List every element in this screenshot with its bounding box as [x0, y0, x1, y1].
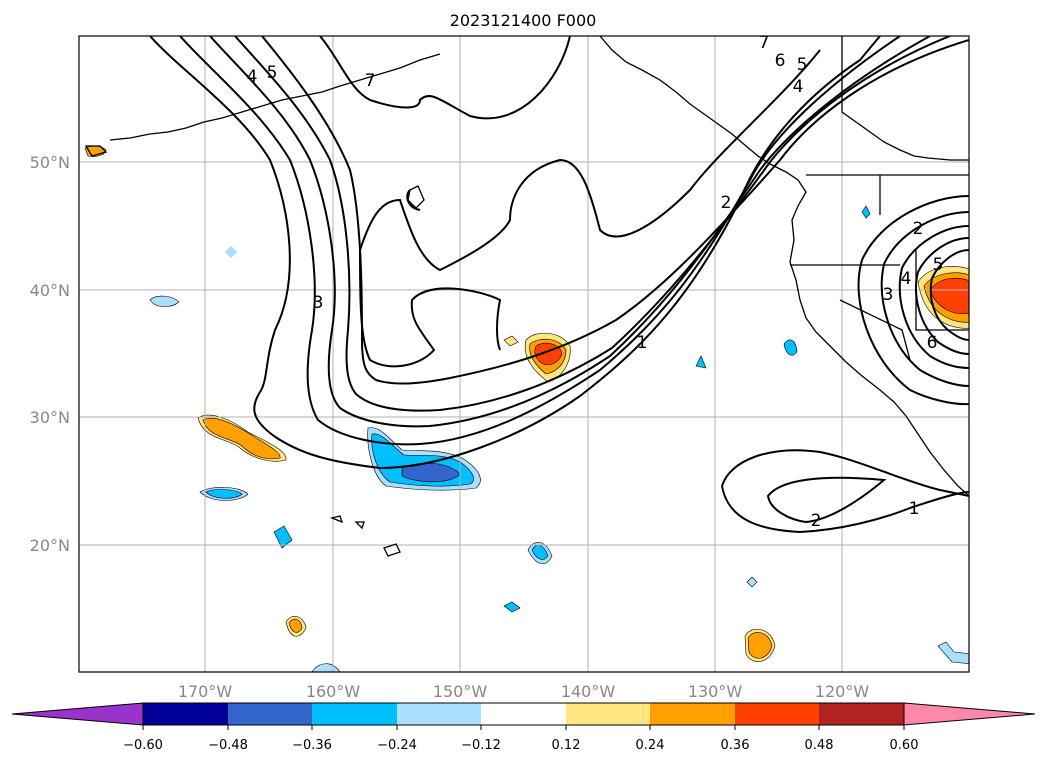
contour-label: 2	[913, 219, 924, 239]
negative-anomaly	[531, 544, 549, 560]
colorbar-label: 0.48	[805, 738, 834, 753]
lon-tick-label: 150°W	[433, 682, 488, 701]
anomaly-patches	[84, 145, 969, 672]
contour-label: 5	[267, 63, 278, 83]
negative-anomaly	[861, 205, 871, 219]
positive-anomaly	[288, 618, 303, 633]
contour-label: 7	[759, 33, 770, 53]
colorbar-label: −0.48	[208, 738, 248, 753]
negative-anomaly	[149, 295, 180, 307]
colorbar-segment	[143, 703, 228, 725]
contour-label: 1	[909, 499, 920, 519]
colorbar-extend-max	[903, 702, 1036, 726]
contour-label: 4	[901, 269, 912, 289]
colorbar-label: −0.24	[377, 738, 417, 753]
negative-anomaly	[746, 576, 758, 588]
positive-anomaly	[202, 417, 281, 460]
negative-anomaly	[205, 489, 243, 499]
colorbar-segment	[819, 703, 904, 725]
lon-tick-label: 130°W	[688, 682, 743, 701]
map-frame	[78, 35, 970, 673]
colorbar-segment	[481, 703, 566, 725]
negative-anomaly	[225, 246, 237, 258]
contour-label: 2	[721, 193, 732, 213]
negative-anomaly	[937, 641, 969, 665]
graticule	[79, 36, 969, 672]
colorbar-extend-min	[11, 702, 144, 726]
colorbar-segment	[566, 703, 650, 725]
contour-lines	[149, 36, 969, 534]
contour-label: 3	[313, 293, 324, 313]
colorbar-label: −0.60	[123, 738, 163, 753]
negative-anomaly	[503, 601, 521, 613]
colorbar-label: −0.12	[461, 738, 501, 753]
colorbar-segment	[650, 703, 735, 725]
lon-tick-label: 170°W	[178, 682, 233, 701]
contour-label: 5	[797, 55, 808, 75]
negative-anomaly	[695, 355, 707, 369]
colorbar-segment	[735, 703, 819, 725]
lon-tick-label: 140°W	[561, 682, 616, 701]
colorbar-segment	[312, 703, 397, 725]
positive-anomaly	[503, 335, 519, 347]
colorbar-label: −0.36	[292, 738, 332, 753]
lat-tick-label: 40°N	[30, 281, 70, 300]
colorbar-label: 0.12	[552, 738, 581, 753]
lat-tick-label: 20°N	[30, 536, 70, 555]
contour-label: 2	[811, 511, 822, 531]
contour-labels: 4 5 7 3 7 6 5 4 2 1 2 1 2 3 4 5 6	[247, 33, 944, 531]
contour-label: 7	[365, 71, 376, 91]
colorbar-label: 0.24	[636, 738, 665, 753]
colorbar-segment	[397, 703, 481, 725]
lat-tick-labels: 50°N 40°N 30°N 20°N	[30, 153, 70, 555]
lon-tick-label: 160°W	[306, 682, 361, 701]
negative-anomaly	[273, 525, 293, 549]
contour-label: 6	[927, 333, 938, 353]
lat-tick-label: 50°N	[30, 153, 70, 172]
colorbar-label: 0.60	[890, 738, 919, 753]
lat-tick-label: 30°N	[30, 408, 70, 427]
colorbar: −0.60 −0.48 −0.36 −0.24 −0.12 0.12 0.24 …	[11, 702, 1036, 753]
contour-label: 5	[933, 255, 944, 275]
contour-label: 4	[793, 77, 804, 97]
coastlines	[84, 36, 969, 557]
contour-label: 3	[883, 285, 894, 305]
colorbar-segment	[228, 703, 312, 725]
positive-anomaly	[929, 277, 969, 314]
contour-label: 4	[247, 67, 258, 87]
map-area: 4 5 7 3 7 6 5 4 2 1 2 1 2 3 4 5 6	[79, 33, 969, 672]
colorbar-label: 0.36	[721, 738, 750, 753]
lon-tick-label: 120°W	[815, 682, 870, 701]
map-title: 2023121400 F000	[450, 11, 597, 30]
lon-tick-labels: 170°W 160°W 150°W 140°W 130°W 120°W	[178, 682, 870, 701]
negative-anomaly	[783, 339, 798, 356]
contour-label: 1	[637, 333, 648, 353]
contour-label: 6	[775, 51, 786, 71]
positive-anomaly	[747, 632, 773, 659]
